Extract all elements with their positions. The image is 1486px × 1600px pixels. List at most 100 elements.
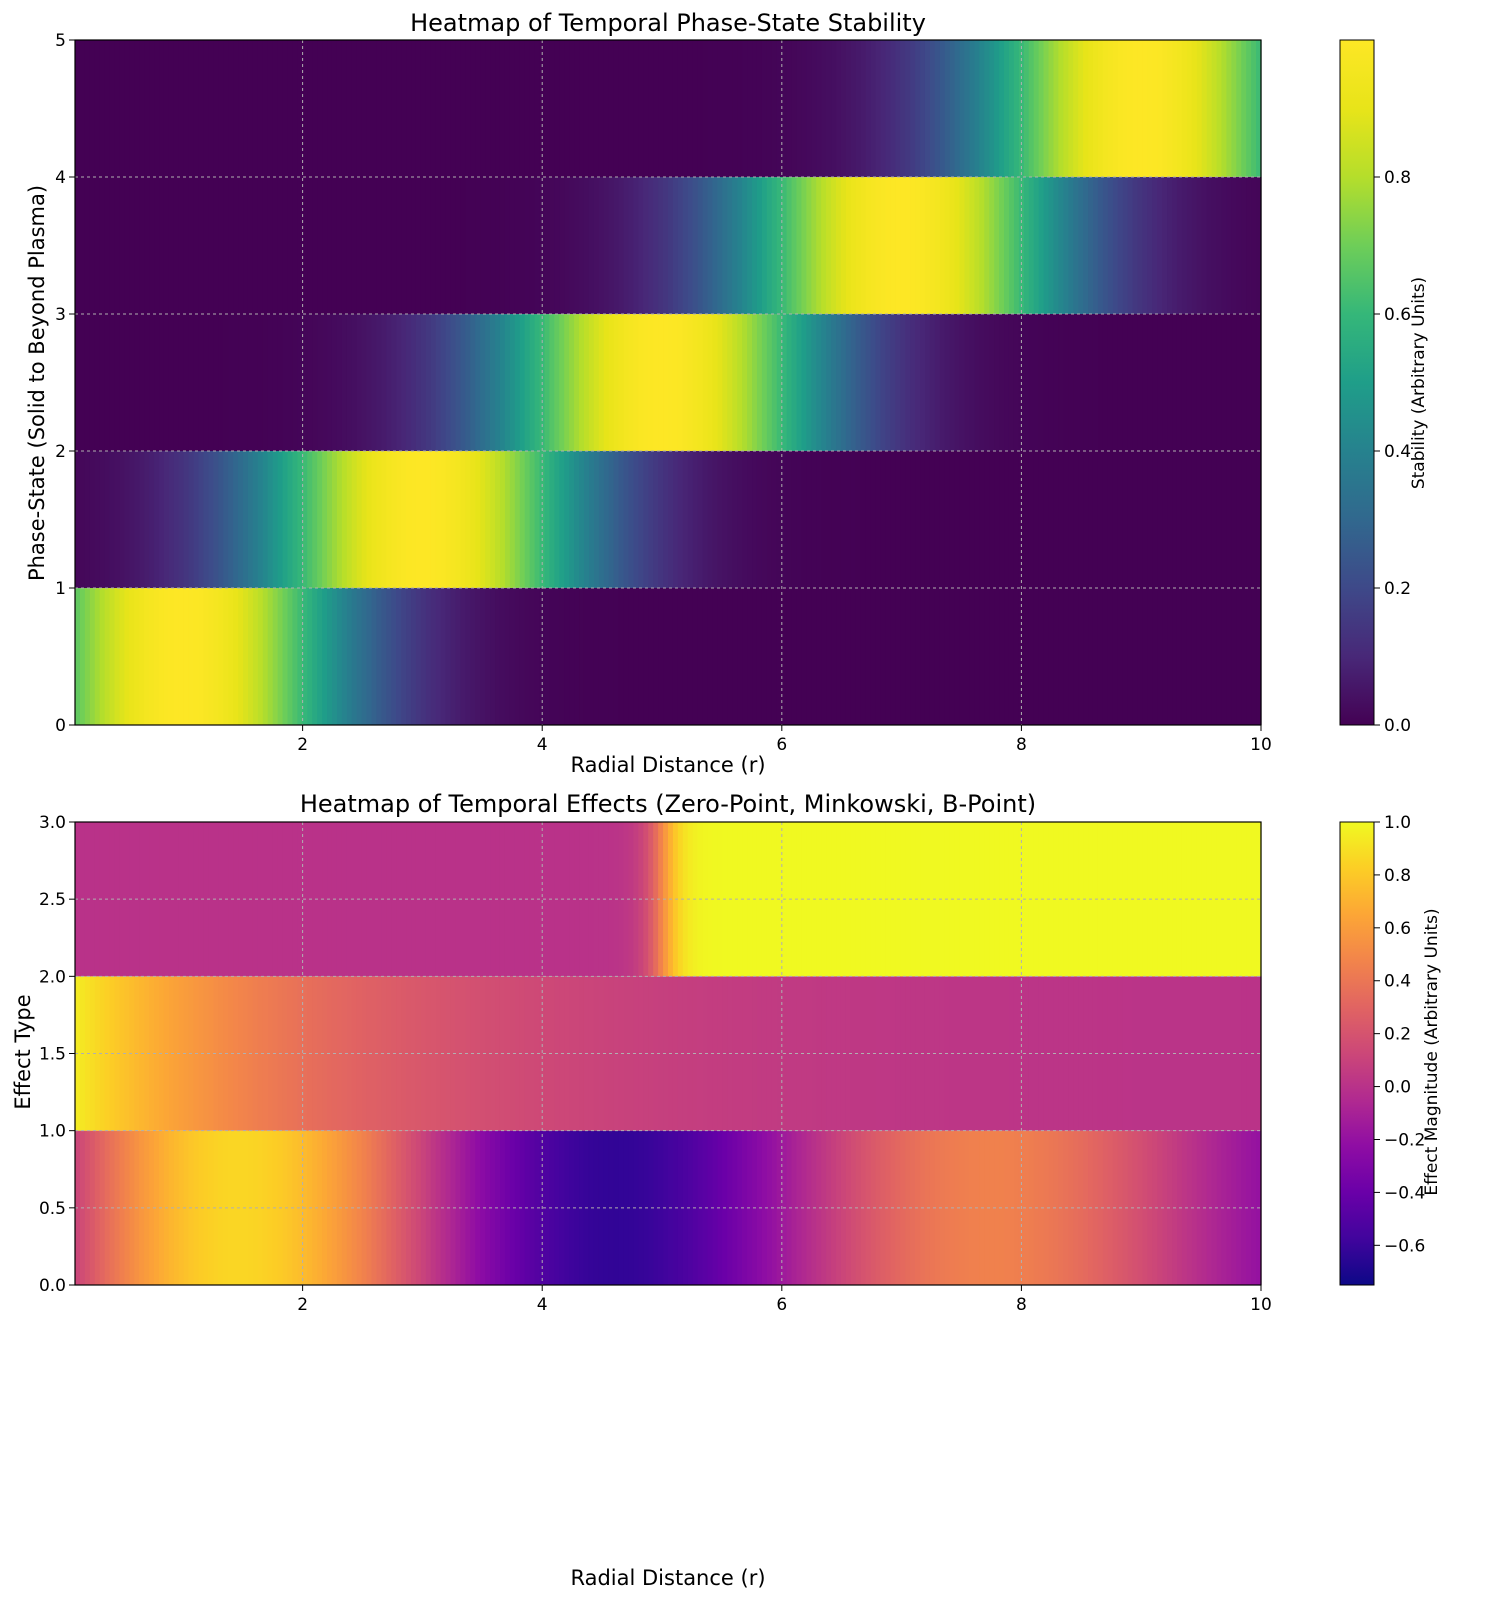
- heatmap-cell: [549, 451, 555, 588]
- heatmap-cell: [1043, 451, 1050, 588]
- heatmap-cell: [1073, 588, 1079, 725]
- heatmap-cell: [1063, 177, 1069, 314]
- heatmap-cell: [836, 451, 842, 588]
- heatmap-cell: [771, 451, 778, 588]
- heatmap-cell: [79, 40, 86, 177]
- heatmap-cell: [1216, 40, 1223, 177]
- heatmap-cell: [1206, 177, 1213, 314]
- heatmap-cell: [598, 451, 605, 588]
- heatmap-cell: [791, 314, 798, 451]
- heatmap-cell: [855, 177, 862, 314]
- heatmap-cell: [411, 177, 417, 314]
- heatmap-cell: [1053, 451, 1059, 588]
- heatmap-cell: [1023, 822, 1030, 977]
- heatmap-cell: [243, 588, 249, 725]
- heatmap-cell: [1251, 177, 1257, 314]
- heatmap-cell: [1241, 976, 1247, 1131]
- heatmap-cell: [687, 1130, 694, 1285]
- heatmap-cell: [668, 314, 674, 451]
- heatmap-cell: [247, 588, 254, 725]
- colorbar-tick-label: −0.4: [1384, 1183, 1425, 1203]
- heatmap-cell: [252, 40, 259, 177]
- heatmap-cell: [401, 314, 407, 451]
- heatmap-cell: [934, 177, 941, 314]
- heatmap-cell: [327, 40, 333, 177]
- heatmap-cell: [124, 588, 130, 725]
- heatmap-cell: [104, 40, 111, 177]
- heatmap-cell: [816, 177, 822, 314]
- heatmap-cell: [346, 451, 353, 588]
- heatmap-cell: [712, 822, 719, 977]
- heatmap-cell: [435, 588, 442, 725]
- heatmap-cell: [1063, 40, 1069, 177]
- heatmap-cell: [208, 976, 214, 1131]
- heatmap-cell: [376, 976, 382, 1131]
- heatmap-cell: [1221, 451, 1228, 588]
- heatmap-cell: [658, 1130, 664, 1285]
- heatmap-cell: [969, 40, 975, 177]
- heatmap-cell: [786, 40, 793, 177]
- heatmap-cell: [336, 588, 343, 725]
- heatmap-cell: [89, 177, 96, 314]
- heatmap-cell: [524, 314, 531, 451]
- heatmap-cell: [420, 40, 427, 177]
- heatmap-cell: [228, 822, 234, 977]
- heatmap-cell: [1152, 40, 1158, 177]
- heatmap-cell: [1256, 588, 1262, 725]
- heatmap-cell: [564, 314, 570, 451]
- heatmap-cell: [312, 976, 318, 1131]
- heatmap-cell: [356, 40, 363, 177]
- heatmap-cell: [860, 177, 867, 314]
- heatmap-cell: [821, 40, 827, 177]
- heatmap-cell: [262, 40, 269, 177]
- heatmap-row-3: [75, 177, 1262, 314]
- heatmap-cell: [124, 822, 130, 977]
- heatmap-cell: [1048, 1130, 1055, 1285]
- heatmap-cell: [1221, 314, 1228, 451]
- heatmap-cell: [618, 314, 625, 451]
- heatmap-cell: [890, 314, 896, 451]
- heatmap-cell: [791, 40, 798, 177]
- heatmap-cell: [1196, 314, 1203, 451]
- heatmap-cell: [99, 314, 106, 451]
- heatmap-cell: [712, 451, 719, 588]
- heatmap-cell: [766, 1130, 773, 1285]
- heatmap-cell: [796, 40, 803, 177]
- heatmap-cell: [1132, 588, 1139, 725]
- heatmap-cell: [1172, 177, 1178, 314]
- heatmap-cell: [159, 40, 165, 177]
- heatmap-cell: [534, 177, 541, 314]
- heatmap-cell: [544, 177, 550, 314]
- heatmap-cell: [104, 314, 111, 451]
- heatmap-cell: [732, 40, 738, 177]
- heatmap-cell: [529, 177, 536, 314]
- heatmap-cell: [786, 314, 793, 451]
- heatmap-cell: [277, 177, 284, 314]
- heatmap-cell: [707, 177, 714, 314]
- heatmap-cell: [850, 177, 857, 314]
- heatmap-cell: [949, 177, 956, 314]
- heatmap-cell: [322, 177, 328, 314]
- heatmap-cell: [495, 177, 501, 314]
- heatmap-cell: [243, 40, 249, 177]
- heatmap-cell: [702, 40, 709, 177]
- heatmap-cell: [173, 451, 180, 588]
- heatmap-cell: [1078, 451, 1084, 588]
- heatmap-cell: [1088, 588, 1094, 725]
- heatmap-cell: [554, 177, 560, 314]
- heatmap-cell: [376, 822, 382, 977]
- heatmap-cell: [1167, 177, 1173, 314]
- heatmap-cell: [747, 451, 753, 588]
- heatmap-cell: [415, 451, 422, 588]
- heatmap-cell: [159, 314, 165, 451]
- heatmap-cell: [401, 1130, 407, 1285]
- heatmap-cell: [475, 314, 481, 451]
- heatmap-cell: [1023, 976, 1030, 1131]
- heatmap-cell: [228, 314, 234, 451]
- heatmap-cell: [381, 588, 387, 725]
- heatmap-cell: [1201, 314, 1208, 451]
- colorbar-tick-label: 1.0: [1384, 813, 1411, 833]
- heatmap-cell: [959, 177, 966, 314]
- heatmap-cell: [1221, 588, 1228, 725]
- heatmap-cell: [613, 588, 620, 725]
